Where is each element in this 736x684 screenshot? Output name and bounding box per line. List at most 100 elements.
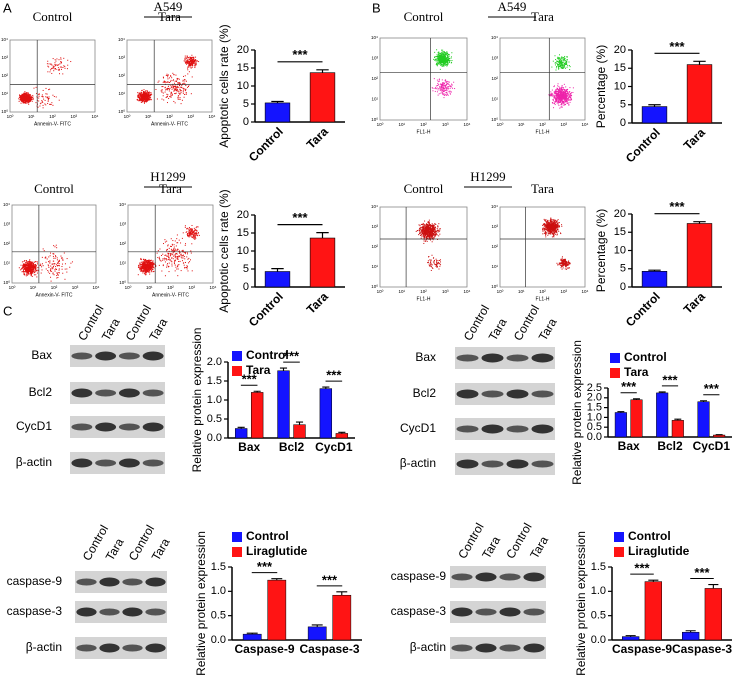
flow-dot [184,89,186,91]
flow-dot [446,58,448,60]
flow-dot [185,88,187,90]
flow-dot [432,87,434,89]
flow-dot [32,267,34,269]
flow-dot [425,225,427,227]
flow-dot [441,87,443,89]
flow-dot [427,221,429,223]
flow-dot [32,98,34,100]
flow-dot [420,224,422,226]
flow-dot [144,262,146,264]
flow-dot [44,257,46,259]
flow-dot [188,234,190,236]
flow-dot [165,258,167,260]
flow-dot [66,258,68,260]
flow-dot [146,263,148,265]
flow-tick: 10² [119,241,126,246]
flow-dot [445,89,447,91]
flow-tick: 10⁴ [209,114,216,119]
flow-dot [419,233,421,235]
flow-dot [440,53,442,55]
flow-dot [171,265,173,267]
flow-dot [447,88,449,90]
flow-dot [30,268,32,270]
flow-dot [566,56,568,58]
flow-dot [146,266,148,268]
flow-dot [445,79,447,81]
flow-dot [442,62,444,64]
flow-dot [441,91,443,93]
flow-dot [423,233,425,235]
flow-dot [55,60,57,62]
flow-dot [441,90,443,92]
flow-dot [188,231,190,233]
flow-dot [195,59,197,61]
flow-dot [143,266,145,268]
flow-dot [443,55,445,57]
flow-dot [176,253,178,255]
flow-dot [448,61,450,63]
flow-dot [170,91,172,93]
flow-dot [556,95,558,97]
flow-dot [448,58,450,60]
flow-tick: 10² [371,76,378,81]
flow-dot [423,242,425,244]
flow-dot [450,62,452,64]
flow-dot [31,269,33,271]
flow-dot [53,70,55,72]
cell-line-label: H1299 [150,169,185,184]
flow-dot [431,237,433,239]
flow-dot [138,264,140,266]
flow-dot [188,62,190,64]
flow-dot [550,95,552,97]
flow-dot [441,84,443,86]
flow-dot [57,262,59,264]
flow-dot [53,66,55,68]
flow-dot [443,52,445,54]
flow-dot [425,229,427,231]
flow-dot [447,88,449,90]
flow-dot [190,231,192,233]
flow-dot [556,66,558,68]
flow-dot [191,56,193,58]
flow-dot [568,99,570,101]
flow-dot [157,257,159,259]
flow-dot [191,63,193,65]
flow-dot [176,88,178,90]
flow-dot [560,92,562,94]
flow-dot [556,94,558,96]
flow-dot [190,228,192,230]
flow-dot [50,103,52,105]
flow-dot [138,96,140,98]
flow-dot [568,96,570,98]
flow-dot [176,242,178,244]
flow-dot [26,100,28,102]
flow-dot [55,256,57,258]
flow-dot [566,95,568,97]
flow-dot [447,63,449,65]
flow-dot [51,102,53,104]
flow-tick: 10¹ [3,261,10,266]
flow-dot [30,97,32,99]
flow-dot [55,244,57,246]
flow-dot [432,232,434,234]
flow-dot [151,262,153,264]
flow-dot [196,230,198,232]
flow-dot [35,269,37,271]
flow-dot [189,233,191,235]
flow-dot [188,86,190,88]
flow-dot [151,264,153,266]
flow-dot [67,59,69,61]
flow-dot [560,91,562,93]
flow-dot [54,65,56,67]
flow-dot [149,92,151,94]
flow-dot [50,276,52,278]
flow-dot [137,274,139,276]
flow-dot [181,85,183,87]
flow-dot [193,234,195,236]
flow-dot [559,100,561,102]
flow-dot [565,91,567,93]
flow-dot [28,101,30,103]
flow-dot [449,87,451,89]
flow-dot [174,80,176,82]
flow-dot [439,263,441,265]
